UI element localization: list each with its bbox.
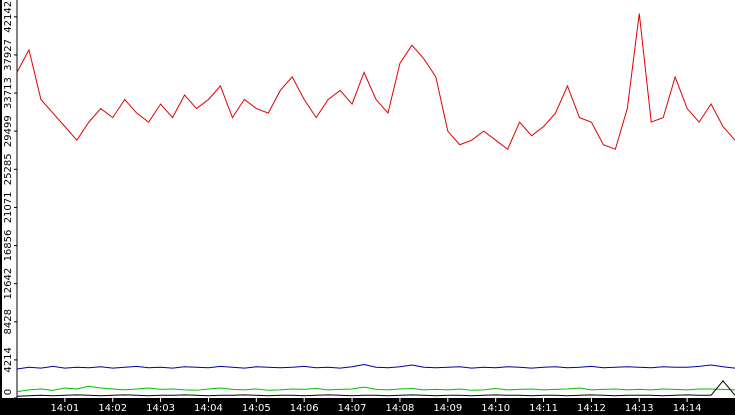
x-tick-label: 14:13 — [625, 403, 654, 414]
y-tick-label: 33713 — [3, 77, 14, 109]
y-tick-label: 16856 — [3, 230, 14, 262]
x-tick-label: 14:09 — [433, 403, 462, 414]
x-tick-label: 14:05 — [242, 403, 271, 414]
x-tick-label: 14:08 — [386, 403, 415, 414]
x-tick-label: 14:10 — [481, 403, 510, 414]
x-tick-label: 14:01 — [50, 403, 79, 414]
x-tick-label: 14:07 — [338, 403, 367, 414]
series-line — [16, 380, 735, 397]
x-axis-band — [0, 398, 735, 415]
y-tick-label: 37927 — [3, 39, 14, 71]
x-tick-label: 14:03 — [146, 403, 175, 414]
y-tick-label: 8428 — [3, 309, 14, 334]
x-tick-label: 14:06 — [290, 403, 319, 414]
series-line — [16, 13, 735, 151]
x-tick-label: 14:14 — [673, 403, 702, 414]
series-line — [16, 385, 735, 393]
y-tick-label: 0 — [3, 389, 14, 395]
x-tick-label: 14:04 — [194, 403, 223, 414]
y-tick-label: 12642 — [3, 268, 14, 300]
y-tick-label: 25285 — [3, 153, 14, 185]
y-tick-label: 29499 — [3, 115, 14, 147]
series-line — [16, 364, 735, 370]
y-tick-label: 4214 — [3, 347, 14, 372]
y-tick-label: 42142 — [3, 1, 14, 33]
x-tick-label: 14:11 — [529, 403, 558, 414]
x-tick-label: 14:02 — [98, 403, 127, 414]
y-tick-label: 21071 — [3, 191, 14, 223]
x-tick-label: 14:12 — [577, 403, 606, 414]
